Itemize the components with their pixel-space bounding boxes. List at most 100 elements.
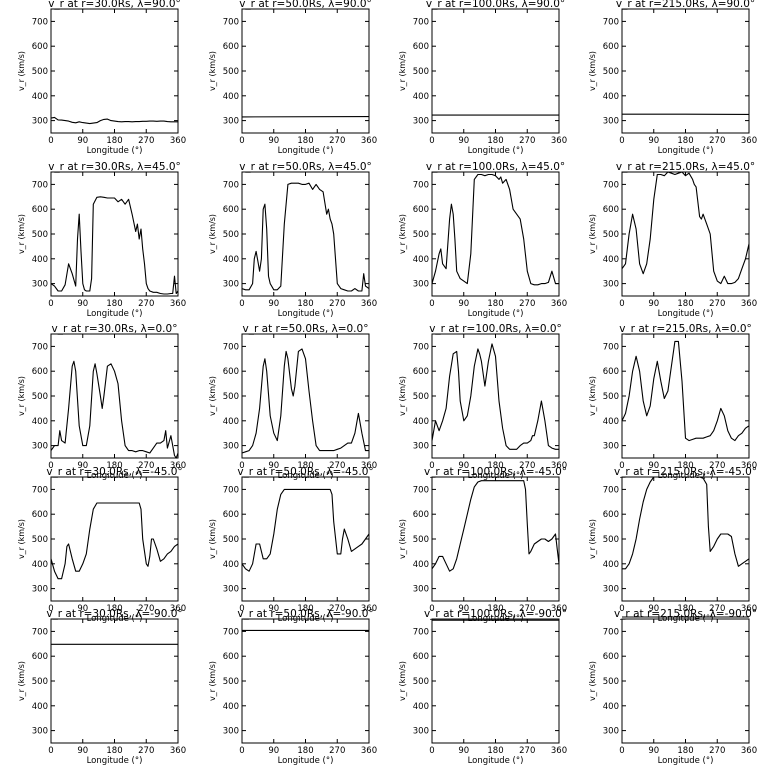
series-line [621, 340, 750, 442]
x-tick-label: 90 [458, 299, 469, 309]
y-axis-label: v_r (km/s) [17, 519, 26, 559]
x-tick-label: 90 [77, 461, 88, 471]
y-tick-label: 500 [223, 535, 239, 545]
x-tick-label: 270 [329, 136, 345, 146]
x-tick-label: 90 [77, 136, 88, 146]
y-tick-label: 400 [32, 92, 48, 102]
x-tick-label: 270 [519, 604, 535, 614]
x-tick-label: 270 [709, 299, 725, 309]
y-tick-label: 400 [603, 255, 619, 265]
y-tick-label: 600 [413, 367, 429, 377]
x-tick-label: 180 [297, 746, 313, 756]
x-tick-label: 180 [297, 461, 313, 471]
series-line [431, 343, 559, 450]
chart-panel: v_r at r=100.0Rs, λ=90.0° 0 90 180 270 360 300… [398, 0, 567, 156]
y-tick-label: 400 [413, 417, 429, 427]
chart-title: v_r at r=50.0Rs, λ=0.0° [243, 323, 369, 335]
plot-frame [50, 171, 179, 297]
series-line [431, 173, 559, 286]
x-tick-label: 360 [741, 136, 757, 146]
plot-frame [241, 618, 370, 744]
y-tick-label: 300 [32, 442, 48, 452]
y-tick-label: 300 [223, 280, 239, 290]
y-tick-label: 300 [32, 280, 48, 290]
x-axis-label: Longitude (°) [278, 471, 334, 481]
x-tick-label: 90 [268, 299, 279, 309]
x-tick-label: 270 [709, 136, 725, 146]
chart-title: v_r at r=100.0Rs, λ=0.0° [429, 323, 562, 335]
plot-frame [621, 171, 750, 297]
y-tick-label: 600 [413, 42, 429, 52]
chart-panel: v_r at r=30.0Rs, λ=-90.0° 0 90 180 270 360 300… [17, 608, 186, 766]
x-tick-label: 270 [519, 136, 535, 146]
y-tick-label: 700 [413, 342, 429, 352]
chart-title: v_r at r=30.0Rs, λ=90.0° [48, 0, 181, 10]
y-tick-label: 400 [223, 92, 239, 102]
y-axis-label: v_r (km/s) [17, 661, 26, 701]
x-tick-label: 0 [239, 604, 244, 614]
y-tick-label: 600 [32, 510, 48, 520]
plot-frame [241, 476, 370, 602]
y-axis-label: v_r (km/s) [588, 661, 597, 701]
x-tick-label: 180 [106, 461, 122, 471]
y-axis-label: v_r (km/s) [17, 376, 26, 416]
x-axis-label: Longitude (°) [87, 471, 143, 481]
plot-frame [621, 618, 750, 744]
chart-panel: v_r at r=215.0Rs, λ=90.0° 0 90 180 270 360 300… [588, 0, 757, 156]
y-tick-label: 700 [413, 17, 429, 27]
x-tick-label: 180 [297, 299, 313, 309]
chart-panel: v_r at r=50.0Rs, λ=90.0° 0 90 180 270 360 300 4… [208, 0, 377, 156]
x-tick-label: 0 [619, 746, 624, 756]
y-tick-label: 500 [32, 230, 48, 240]
x-tick-label: 360 [361, 604, 377, 614]
y-tick-label: 300 [413, 442, 429, 452]
x-tick-label: 270 [138, 461, 154, 471]
series-line [431, 480, 560, 572]
y-tick-label: 700 [32, 485, 48, 495]
y-tick-label: 500 [32, 535, 48, 545]
chart-title: v_r at r=30.0Rs, λ=-45.0° [46, 466, 182, 478]
y-axis-label: v_r (km/s) [398, 519, 407, 559]
x-tick-label: 0 [429, 746, 434, 756]
chart-title: v_r at r=215.0Rs, λ=-45.0° [614, 466, 757, 478]
chart-panel: v_r at r=30.0Rs, λ=45.0° 0 90 180 270 360 300 4… [17, 161, 186, 319]
plot-frame [431, 171, 560, 297]
x-tick-label: 180 [487, 604, 503, 614]
chart-panel: v_r at r=215.0Rs, λ=45.0° 0 90 180 270 360 300… [588, 161, 757, 319]
x-tick-label: 0 [48, 299, 53, 309]
x-tick-label: 90 [648, 746, 659, 756]
y-tick-label: 300 [32, 585, 48, 595]
x-tick-label: 360 [551, 604, 567, 614]
chart-title: v_r at r=50.0Rs, λ=-90.0° [237, 608, 373, 620]
chart-title: v_r at r=215.0Rs, λ=90.0° [616, 0, 755, 10]
y-tick-label: 500 [413, 535, 429, 545]
plot-frame [241, 171, 370, 297]
y-tick-label: 700 [603, 627, 619, 637]
x-tick-label: 0 [429, 299, 434, 309]
chart-panel: v_r at r=100.0Rs, λ=45.0° 0 90 180 270 360 300… [398, 161, 567, 319]
y-tick-label: 600 [413, 205, 429, 215]
y-tick-label: 700 [223, 342, 239, 352]
y-tick-label: 300 [603, 117, 619, 127]
x-tick-label: 270 [138, 299, 154, 309]
y-tick-label: 600 [32, 367, 48, 377]
x-tick-label: 360 [551, 136, 567, 146]
chart-title: v_r at r=50.0Rs, λ=90.0° [239, 0, 372, 10]
y-tick-label: 500 [603, 230, 619, 240]
plot-frame [621, 333, 750, 459]
y-tick-label: 500 [32, 67, 48, 77]
plot-frame [50, 8, 179, 134]
series-line [50, 196, 179, 295]
y-tick-label: 700 [32, 17, 48, 27]
x-tick-label: 90 [77, 604, 88, 614]
x-axis-label: Longitude (°) [468, 756, 524, 766]
x-tick-label: 270 [709, 461, 725, 471]
y-tick-label: 700 [223, 627, 239, 637]
plot-frame [621, 476, 750, 602]
x-tick-label: 360 [361, 136, 377, 146]
x-tick-label: 270 [329, 746, 345, 756]
x-axis-label: Longitude (°) [468, 309, 524, 319]
x-tick-label: 270 [519, 746, 535, 756]
y-axis-label: v_r (km/s) [208, 661, 217, 701]
